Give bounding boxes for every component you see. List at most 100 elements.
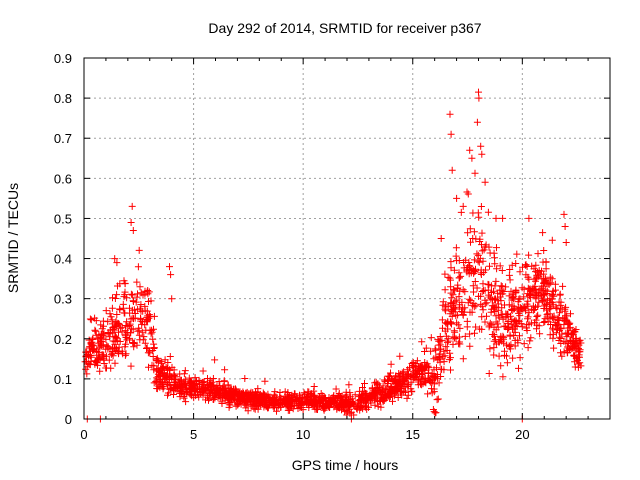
data-point xyxy=(455,340,463,348)
data-point xyxy=(570,330,577,338)
data-point xyxy=(141,287,149,295)
data-point xyxy=(363,392,371,400)
data-point xyxy=(542,300,550,308)
data-point xyxy=(87,316,95,324)
data-point xyxy=(444,273,452,281)
data-point xyxy=(128,291,136,299)
data-point xyxy=(422,344,430,352)
data-point xyxy=(187,391,195,399)
data-point xyxy=(111,359,119,367)
data-point xyxy=(533,313,541,320)
data-point xyxy=(410,362,418,370)
data-point xyxy=(122,332,129,340)
data-point xyxy=(129,297,137,305)
data-point xyxy=(534,250,542,258)
data-point xyxy=(479,306,487,314)
data-point xyxy=(494,323,502,331)
data-point xyxy=(485,323,493,331)
data-point xyxy=(273,407,280,415)
data-point xyxy=(573,356,581,364)
data-point xyxy=(127,329,134,337)
data-point xyxy=(224,394,232,402)
data-point xyxy=(417,380,424,388)
data-point xyxy=(557,325,565,333)
data-point xyxy=(551,318,559,326)
data-point xyxy=(371,401,379,409)
data-point xyxy=(556,324,564,332)
data-point xyxy=(479,257,487,265)
data-point xyxy=(463,323,471,331)
data-point xyxy=(345,401,353,409)
data-point xyxy=(368,385,376,393)
data-point xyxy=(463,188,471,196)
data-point xyxy=(402,372,410,380)
data-point xyxy=(149,347,157,354)
data-point xyxy=(506,331,514,339)
data-point xyxy=(557,349,564,357)
data-point xyxy=(536,330,544,338)
data-point xyxy=(135,246,143,254)
data-point xyxy=(333,405,341,413)
data-point xyxy=(374,380,382,388)
data-point xyxy=(494,320,502,328)
data-point xyxy=(102,307,110,315)
data-point xyxy=(546,299,554,307)
data-point xyxy=(566,346,574,354)
data-point xyxy=(112,318,120,326)
data-point xyxy=(548,275,556,283)
data-point xyxy=(515,309,523,317)
data-point xyxy=(575,360,582,368)
data-point xyxy=(115,350,122,358)
data-point xyxy=(542,265,550,273)
data-point xyxy=(157,372,165,380)
data-point xyxy=(95,339,103,347)
data-point xyxy=(435,379,443,387)
data-point xyxy=(513,250,521,258)
data-point xyxy=(361,380,368,387)
data-point xyxy=(525,214,533,222)
data-point xyxy=(438,336,446,344)
data-point xyxy=(441,303,449,311)
data-point xyxy=(512,260,520,267)
data-point xyxy=(321,404,329,412)
data-point xyxy=(550,344,558,352)
data-point xyxy=(258,392,265,400)
data-point xyxy=(109,294,116,302)
data-point xyxy=(393,379,401,387)
data-point xyxy=(166,353,174,360)
data-point xyxy=(563,333,571,341)
data-point xyxy=(440,347,448,355)
data-point xyxy=(107,350,115,358)
data-point xyxy=(466,262,474,270)
data-point xyxy=(249,394,257,402)
data-point xyxy=(216,392,224,399)
data-point xyxy=(513,319,521,327)
data-point xyxy=(149,335,157,343)
data-point xyxy=(477,292,485,300)
data-point xyxy=(492,277,500,285)
data-point xyxy=(518,284,526,292)
data-point xyxy=(300,389,308,397)
data-point xyxy=(488,331,496,338)
data-point xyxy=(447,130,455,138)
data-point xyxy=(547,279,555,287)
data-point xyxy=(527,334,535,342)
data-point xyxy=(478,229,486,237)
data-point xyxy=(204,393,211,401)
data-point xyxy=(532,316,540,324)
x-tick-label: 10 xyxy=(296,427,310,442)
data-point xyxy=(436,350,444,358)
data-point xyxy=(433,371,441,378)
data-point xyxy=(533,289,541,297)
data-point xyxy=(134,290,141,298)
data-point xyxy=(520,304,528,312)
data-point xyxy=(473,118,481,126)
data-point xyxy=(96,343,104,351)
data-point xyxy=(459,202,467,210)
data-point xyxy=(466,225,474,233)
data-point xyxy=(446,310,454,318)
data-point xyxy=(324,401,332,409)
data-point xyxy=(244,407,252,415)
data-point xyxy=(263,402,271,409)
data-point xyxy=(359,384,366,391)
